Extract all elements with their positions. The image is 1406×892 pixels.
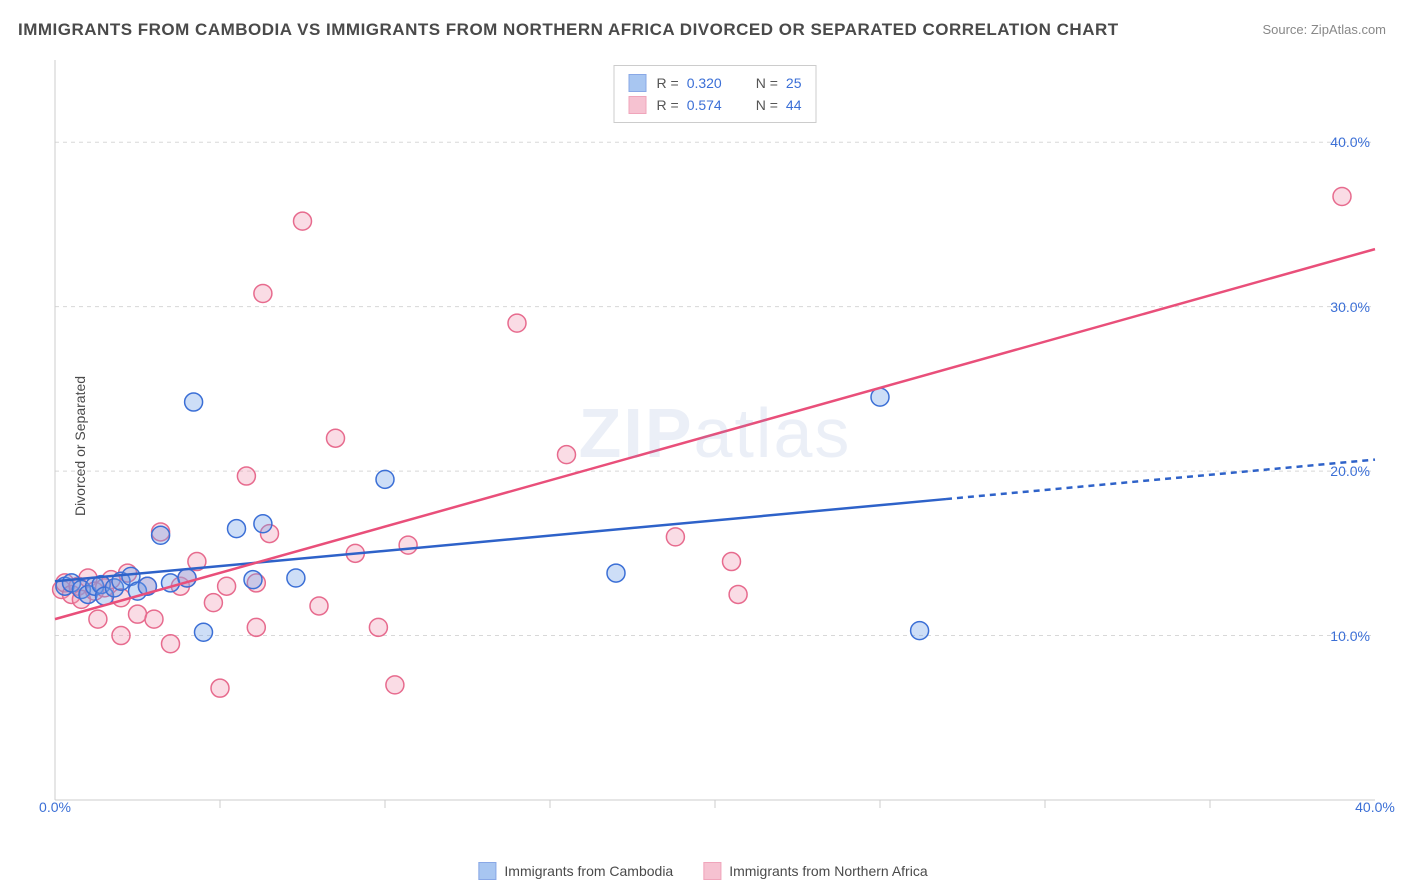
legend-label-nafrica: Immigrants from Northern Africa [729, 863, 927, 879]
r-label-2: R = [657, 94, 679, 116]
correlation-legend: R = 0.320 N = 25 R = 0.574 N = 44 [614, 65, 817, 123]
r-value-2: 0.574 [687, 94, 722, 116]
legend-item-nafrica: Immigrants from Northern Africa [703, 862, 927, 880]
swatch-cambodia-icon [478, 862, 496, 880]
y-tick-label: 30.0% [1330, 299, 1370, 315]
source-label: Source: ZipAtlas.com [1262, 22, 1386, 37]
n-value-2: 44 [786, 94, 802, 116]
chart-container: IMMIGRANTS FROM CAMBODIA VS IMMIGRANTS F… [0, 0, 1406, 892]
legend-item-cambodia: Immigrants from Cambodia [478, 862, 673, 880]
swatch-nafrica [629, 96, 647, 114]
n-label-2: N = [756, 94, 778, 116]
n-label-1: N = [756, 72, 778, 94]
chart-area: ZIPatlas R = 0.320 N = 25 R = 0.574 N = … [45, 55, 1385, 810]
r-label-1: R = [657, 72, 679, 94]
swatch-cambodia [629, 74, 647, 92]
x-tick-label: 0.0% [39, 799, 71, 815]
legend-row-nafrica: R = 0.574 N = 44 [629, 94, 802, 116]
n-value-1: 25 [786, 72, 802, 94]
swatch-nafrica-icon [703, 862, 721, 880]
r-value-1: 0.320 [687, 72, 722, 94]
scatter-plot [45, 55, 1385, 810]
legend-label-cambodia: Immigrants from Cambodia [504, 863, 673, 879]
y-tick-label: 40.0% [1330, 134, 1370, 150]
chart-title: IMMIGRANTS FROM CAMBODIA VS IMMIGRANTS F… [18, 20, 1119, 40]
bottom-legend: Immigrants from Cambodia Immigrants from… [478, 862, 927, 880]
x-tick-label: 40.0% [1355, 799, 1395, 815]
y-tick-label: 20.0% [1330, 463, 1370, 479]
legend-row-cambodia: R = 0.320 N = 25 [629, 72, 802, 94]
y-tick-label: 10.0% [1330, 628, 1370, 644]
